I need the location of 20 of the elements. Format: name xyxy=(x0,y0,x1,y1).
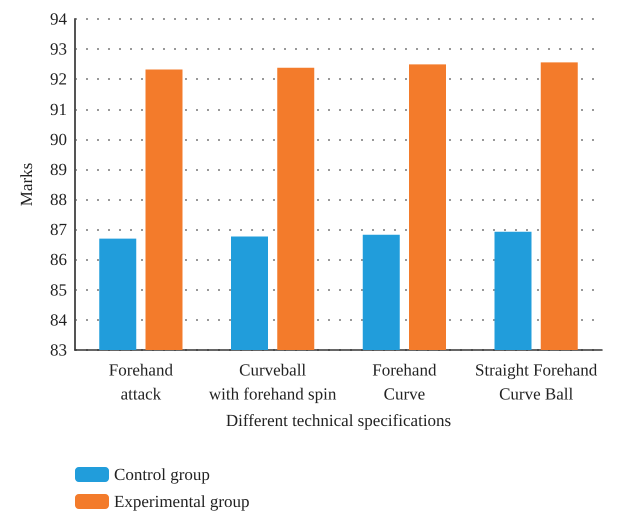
x-tick-label: Curveball with forehand spin xyxy=(208,360,337,404)
y-tick-label: 84 xyxy=(50,310,68,330)
y-tick-label: 88 xyxy=(50,190,67,210)
x-tick-label: Forehand attack xyxy=(108,360,174,404)
y-tick-label: 92 xyxy=(50,70,67,89)
y-axis-title: Marks xyxy=(17,162,36,206)
y-tick-label: 83 xyxy=(50,340,67,360)
y-tick-label: 90 xyxy=(50,130,67,149)
y-tick-label: 91 xyxy=(50,100,67,119)
legend-label: Experimental group xyxy=(114,492,250,511)
y-tick-label: 89 xyxy=(50,160,67,179)
y-tick-label: 87 xyxy=(50,220,68,240)
y-tick-label: 94 xyxy=(50,10,68,28)
y-tick-label: 86 xyxy=(50,250,67,270)
y-tick-label: 85 xyxy=(50,280,67,300)
x-tick-label: Straight Forehand Curve Ball xyxy=(474,360,598,404)
legend-label: Control group xyxy=(114,465,210,484)
x-axis-title: Different technical specifications xyxy=(226,411,452,430)
x-tick-label: Forehand Curve xyxy=(372,360,437,404)
y-tick-label: 93 xyxy=(50,40,67,59)
